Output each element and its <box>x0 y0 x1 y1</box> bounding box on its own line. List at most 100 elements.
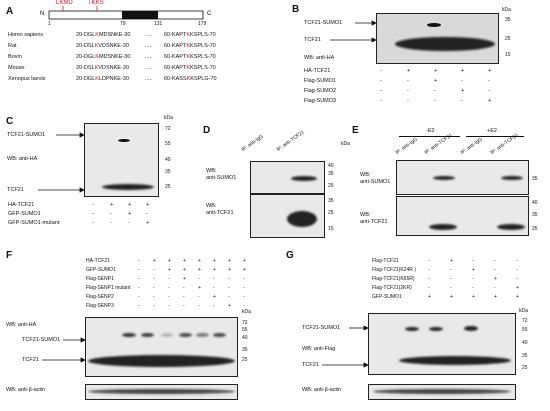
blot-e-bottom <box>396 196 529 236</box>
sequence-left: 20-DSLKVDSNKE-30 <box>76 65 129 71</box>
treatment-label: Flag-TCF21(K24R ) <box>372 267 416 273</box>
treatment-sign: + <box>153 258 156 264</box>
treatment-sign: + <box>494 294 497 300</box>
treatment-sign: + <box>146 220 150 226</box>
treatment-sign: - <box>407 88 409 94</box>
blot-f-actin <box>85 384 238 400</box>
band-label: TCF21 <box>22 357 39 363</box>
treatment-sign: - <box>472 276 474 282</box>
sequence-gap: ..... <box>145 32 153 38</box>
band-tcf21 <box>88 355 235 367</box>
wb-label: anti-TCF21 <box>360 219 388 225</box>
sequence-right: 60-KAPTKKSPLS-70 <box>164 54 216 60</box>
treatment-sign: + <box>213 258 216 264</box>
treatment-label: Flag-SUMO2 <box>304 88 337 94</box>
treatment-sign: - <box>138 276 140 282</box>
wb-label: anti-SUMO1 <box>206 175 237 181</box>
sequence-right: 60-KAPTKKSPLS-70 <box>164 65 216 71</box>
marker: 25 <box>532 226 538 232</box>
band-actin <box>373 389 511 394</box>
treatment-sign: + <box>472 294 475 300</box>
treatment-sign: - <box>243 303 245 309</box>
blot-d-bottom <box>250 194 325 238</box>
species-name: Homo sapiens <box>8 32 44 38</box>
treatment-sign: - <box>138 303 140 309</box>
species-name: Rat <box>8 43 17 49</box>
sumo-site-1-label: LKMD <box>56 0 73 6</box>
marker: 25 <box>522 365 528 371</box>
treatment-sign: - <box>228 294 230 300</box>
blot-d-top <box>250 161 325 194</box>
treatment-sign: + <box>228 258 231 264</box>
band-tcf21-sumo1 <box>405 327 419 331</box>
treatment-sign: - <box>428 276 430 282</box>
wb-label: anti-TCF21 <box>206 210 234 216</box>
treatment-sign: + <box>198 258 201 264</box>
treatment-sign: - <box>494 267 496 273</box>
group-label: -E2 <box>426 128 435 134</box>
treatment-sign: - <box>213 303 215 309</box>
treatment-label: Flag-SUMO3 <box>304 98 337 104</box>
treatment-sign: + <box>494 276 497 282</box>
treatment-sign: - <box>198 276 200 282</box>
treatment-sign: - <box>434 88 436 94</box>
treatment-sign: + <box>472 267 475 273</box>
panel-label-g: G <box>286 250 294 261</box>
treatment-sign: - <box>92 211 94 217</box>
treatment-sign: - <box>183 285 185 291</box>
sequence-left: 20-DGLKMDSNKE-30 <box>76 54 131 60</box>
band-tcf21 <box>287 211 317 227</box>
wb-label: WB: anti-HA <box>7 156 38 162</box>
wb-label: anti-SUMO1 <box>360 179 391 185</box>
treatment-sign: - <box>516 258 518 264</box>
treatment-sign: + <box>243 258 246 264</box>
wb-label: WB: anti-HA <box>6 322 37 328</box>
treatment-sign: + <box>168 267 171 273</box>
wb-label: WB: <box>206 203 217 209</box>
panel-label-a: A <box>6 6 14 17</box>
treatment-sign: - <box>138 294 140 300</box>
treatment-sign: - <box>380 78 382 84</box>
treatment-sign: - <box>213 276 215 282</box>
treatment-label: Flag-TCF21 <box>372 258 399 264</box>
treatment-sign: - <box>168 276 170 282</box>
band-tcf21-sumo1 <box>161 333 173 337</box>
treatment-sign: + <box>428 294 431 300</box>
treatment-label: GFP-SUMO1 <box>8 211 41 217</box>
treatment-label: HA-TCF21 <box>86 258 110 264</box>
blot-g-actin <box>368 384 516 400</box>
treatment-label: Flag-SENP1 mutant <box>86 285 131 291</box>
group-rule <box>399 136 460 137</box>
band-label: TCF21-SUMO1 <box>7 132 46 138</box>
band-label: TCF21-SUMO1 <box>22 337 61 343</box>
panel-label-b: B <box>292 4 300 15</box>
treatment-sign: - <box>450 276 452 282</box>
treatment-sign: - <box>153 303 155 309</box>
marker: 72 <box>522 318 528 324</box>
group-rule <box>466 136 524 137</box>
band-tcf21 <box>102 184 154 190</box>
treatment-sign: - <box>494 285 496 291</box>
marker: 40 <box>532 200 538 206</box>
marker: 25 <box>328 210 334 216</box>
treatment-label: HA-TCF21 <box>8 202 35 208</box>
marker: 35 <box>328 171 334 177</box>
band-tcf21 <box>399 356 511 365</box>
marker: 35 <box>242 347 248 353</box>
species-name: Mouse <box>8 65 25 71</box>
treatment-label: GFP-SUMO1 <box>372 294 402 300</box>
sequence-left: 20-DSLKVDSNKE-30 <box>76 43 129 49</box>
marker: 25 <box>328 183 334 189</box>
species-name: Bovin <box>8 54 22 60</box>
kda-label: kDa <box>341 141 350 147</box>
treatment-label: Flag-SUMO1 <box>304 78 337 84</box>
treatment-sign: - <box>488 88 490 94</box>
wb-label: WB: <box>360 212 371 218</box>
treatment-sign: - <box>168 294 170 300</box>
treatment-sign: + <box>183 267 186 273</box>
treatment-sign: - <box>228 285 230 291</box>
sequence-gap: ..... <box>145 54 153 60</box>
sequence-gap: ..... <box>145 76 153 82</box>
treatment-sign: - <box>153 285 155 291</box>
blot-b <box>376 13 499 64</box>
